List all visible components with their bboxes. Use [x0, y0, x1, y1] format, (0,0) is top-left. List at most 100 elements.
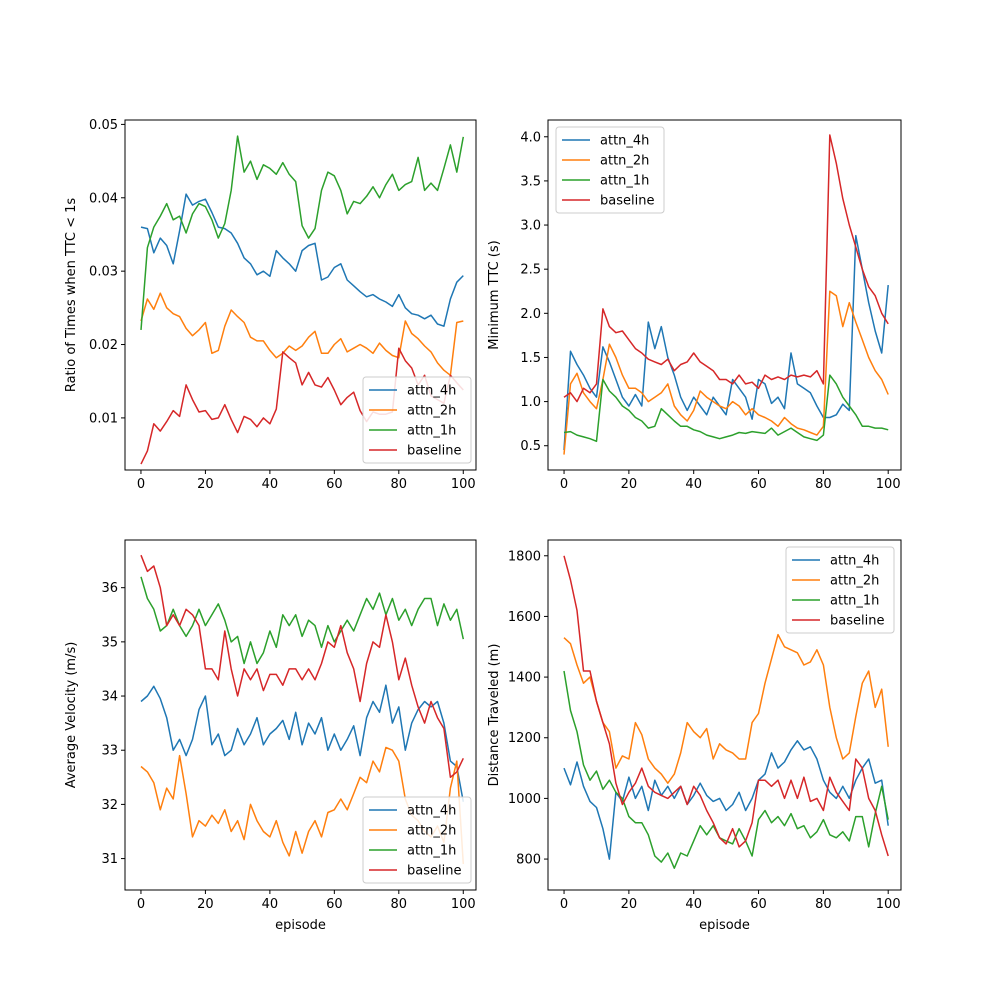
series-line-baseline — [563, 134, 889, 403]
chart-panel-1: 0 20 40 60 80 100 0.01 0.02 0.03 0.04 0.05 Ratio of… — [64, 118, 477, 492]
legend-label-attn-2h: attn_2h — [407, 824, 456, 839]
legend-box — [555, 126, 665, 214]
series-line-attn-4h — [563, 234, 889, 451]
series-line-attn-2h — [563, 633, 889, 784]
y-tick-label: 34 — [101, 690, 118, 705]
y-tick-label: 33 — [101, 744, 118, 759]
x-tick-label: 60 — [326, 477, 343, 492]
y-tick-label: 0.04 — [89, 191, 118, 206]
x-tick-label: 20 — [621, 897, 638, 912]
legend: attn_4h attn_2h attn_1h baseline — [785, 546, 895, 634]
y-tick-label: 0.5 — [520, 439, 541, 454]
y-tick-label: 31 — [101, 852, 118, 867]
x-tick-label: 40 — [685, 897, 702, 912]
y-tick-label: 1000 — [508, 792, 541, 807]
axes-frame — [547, 119, 902, 471]
x-tick-label: 100 — [876, 897, 901, 912]
x-tick-label: 0 — [137, 897, 145, 912]
x-tick-label: 40 — [262, 477, 279, 492]
y-tick-label: 2.5 — [520, 263, 541, 278]
chart-panel-3: 0 20 40 60 80 100 31 32 33 34 35 36 Average Velocity… — [64, 539, 477, 933]
y-tick-label: 0.05 — [89, 118, 118, 133]
axes-frame — [547, 539, 902, 891]
y-tick-label: 2.0 — [520, 307, 541, 322]
y-tick-label: 36 — [101, 581, 118, 596]
x-tick-label: 60 — [750, 897, 767, 912]
legend-box — [362, 796, 472, 884]
series-line-baseline — [140, 347, 464, 465]
x-tick-label: 0 — [560, 897, 568, 912]
legend-label-attn-1h: attn_1h — [830, 594, 879, 609]
y-tick-label: 1.5 — [520, 351, 541, 366]
y-tick-label: 4.0 — [520, 130, 541, 145]
legend-label-attn-1h: attn_1h — [407, 424, 456, 439]
series-line-attn-4h — [140, 193, 464, 327]
y-tick-label: 1600 — [508, 610, 541, 625]
series-line-attn-1h — [140, 135, 465, 330]
series-line-attn-1h — [563, 374, 889, 443]
axes-frame — [124, 539, 477, 891]
legend-label-baseline: baseline — [830, 614, 884, 629]
y-axis-label: Ratio of Times when TTC < 1s — [64, 198, 79, 393]
y-tick-label: 0.01 — [89, 411, 118, 426]
series-line-attn-4h — [140, 684, 465, 802]
legend-label-attn-4h: attn_4h — [830, 554, 879, 569]
x-tick-label: 60 — [750, 477, 767, 492]
legend-label-baseline: baseline — [407, 444, 461, 459]
x-tick-label: 80 — [815, 477, 832, 492]
x-tick-label: 100 — [451, 477, 476, 492]
x-tick-label: 80 — [391, 897, 408, 912]
y-tick-label: 35 — [101, 635, 118, 650]
x-tick-label: 20 — [197, 477, 214, 492]
legend-label-attn-4h: attn_4h — [407, 384, 456, 399]
y-tick-label: 3.0 — [520, 219, 541, 234]
x-tick-label: 80 — [391, 477, 408, 492]
x-tick-label: 100 — [876, 477, 901, 492]
legend-box — [362, 376, 472, 464]
legend: attn_4h attn_2h attn_1h baseline — [555, 126, 665, 214]
y-axis-label: Average Velocity (m/s) — [64, 642, 79, 789]
legend: attn_4h attn_2h attn_1h baseline — [362, 796, 472, 884]
legend-label-baseline: baseline — [600, 194, 654, 209]
y-tick-label: 0.02 — [89, 338, 118, 353]
x-tick-label: 20 — [621, 477, 638, 492]
y-tick-label: 32 — [101, 798, 118, 813]
x-tick-label: 80 — [815, 897, 832, 912]
x-axis-label: episode — [275, 918, 326, 933]
series-line-baseline — [563, 555, 889, 857]
series-line-attn-2h — [140, 292, 464, 377]
y-tick-label: 3.5 — [520, 174, 541, 189]
x-tick-label: 40 — [685, 477, 702, 492]
legend-label-attn-1h: attn_1h — [407, 844, 456, 859]
chart-panel-2: 0 20 40 60 80 100 0.5 1.0 1.5 2.0 2.5 3.0 3.5 4.0 Mini… — [487, 119, 902, 492]
legend-label-attn-1h: attn_1h — [600, 174, 649, 189]
x-tick-label: 60 — [326, 897, 343, 912]
series-line-baseline — [140, 554, 464, 779]
legend-box — [785, 546, 895, 634]
y-tick-label: 1200 — [508, 731, 541, 746]
y-tick-label: 1800 — [508, 549, 541, 564]
legend: attn_4h attn_2h attn_1h baseline — [362, 376, 472, 464]
x-tick-label: 0 — [560, 477, 568, 492]
y-tick-label: 800 — [516, 853, 541, 868]
x-axis-label: episode — [699, 918, 750, 933]
series-line-attn-2h — [563, 290, 889, 455]
chart-panel-4: 0 20 40 60 80 100 800 1000 1200 1400 1600 1800 Dista… — [487, 539, 902, 933]
x-tick-label: 20 — [197, 897, 214, 912]
series-line-attn-1h — [140, 576, 465, 665]
x-tick-label: 0 — [137, 477, 145, 492]
y-axis-label: Distance Traveled (m) — [487, 644, 502, 787]
axes-frame — [124, 119, 477, 471]
x-tick-label: 40 — [262, 897, 279, 912]
legend-label-attn-4h: attn_4h — [600, 134, 649, 149]
legend-label-attn-2h: attn_2h — [830, 574, 879, 589]
x-tick-label: 100 — [451, 897, 476, 912]
y-tick-label: 1400 — [508, 671, 541, 686]
y-tick-label: 0.03 — [89, 265, 118, 280]
y-tick-label: 1.0 — [520, 395, 541, 410]
y-axis-label: Minimum TTC (s) — [487, 240, 502, 349]
legend-label-attn-2h: attn_2h — [600, 154, 649, 169]
legend-label-attn-2h: attn_2h — [407, 404, 456, 419]
series-line-attn-1h — [563, 670, 889, 869]
